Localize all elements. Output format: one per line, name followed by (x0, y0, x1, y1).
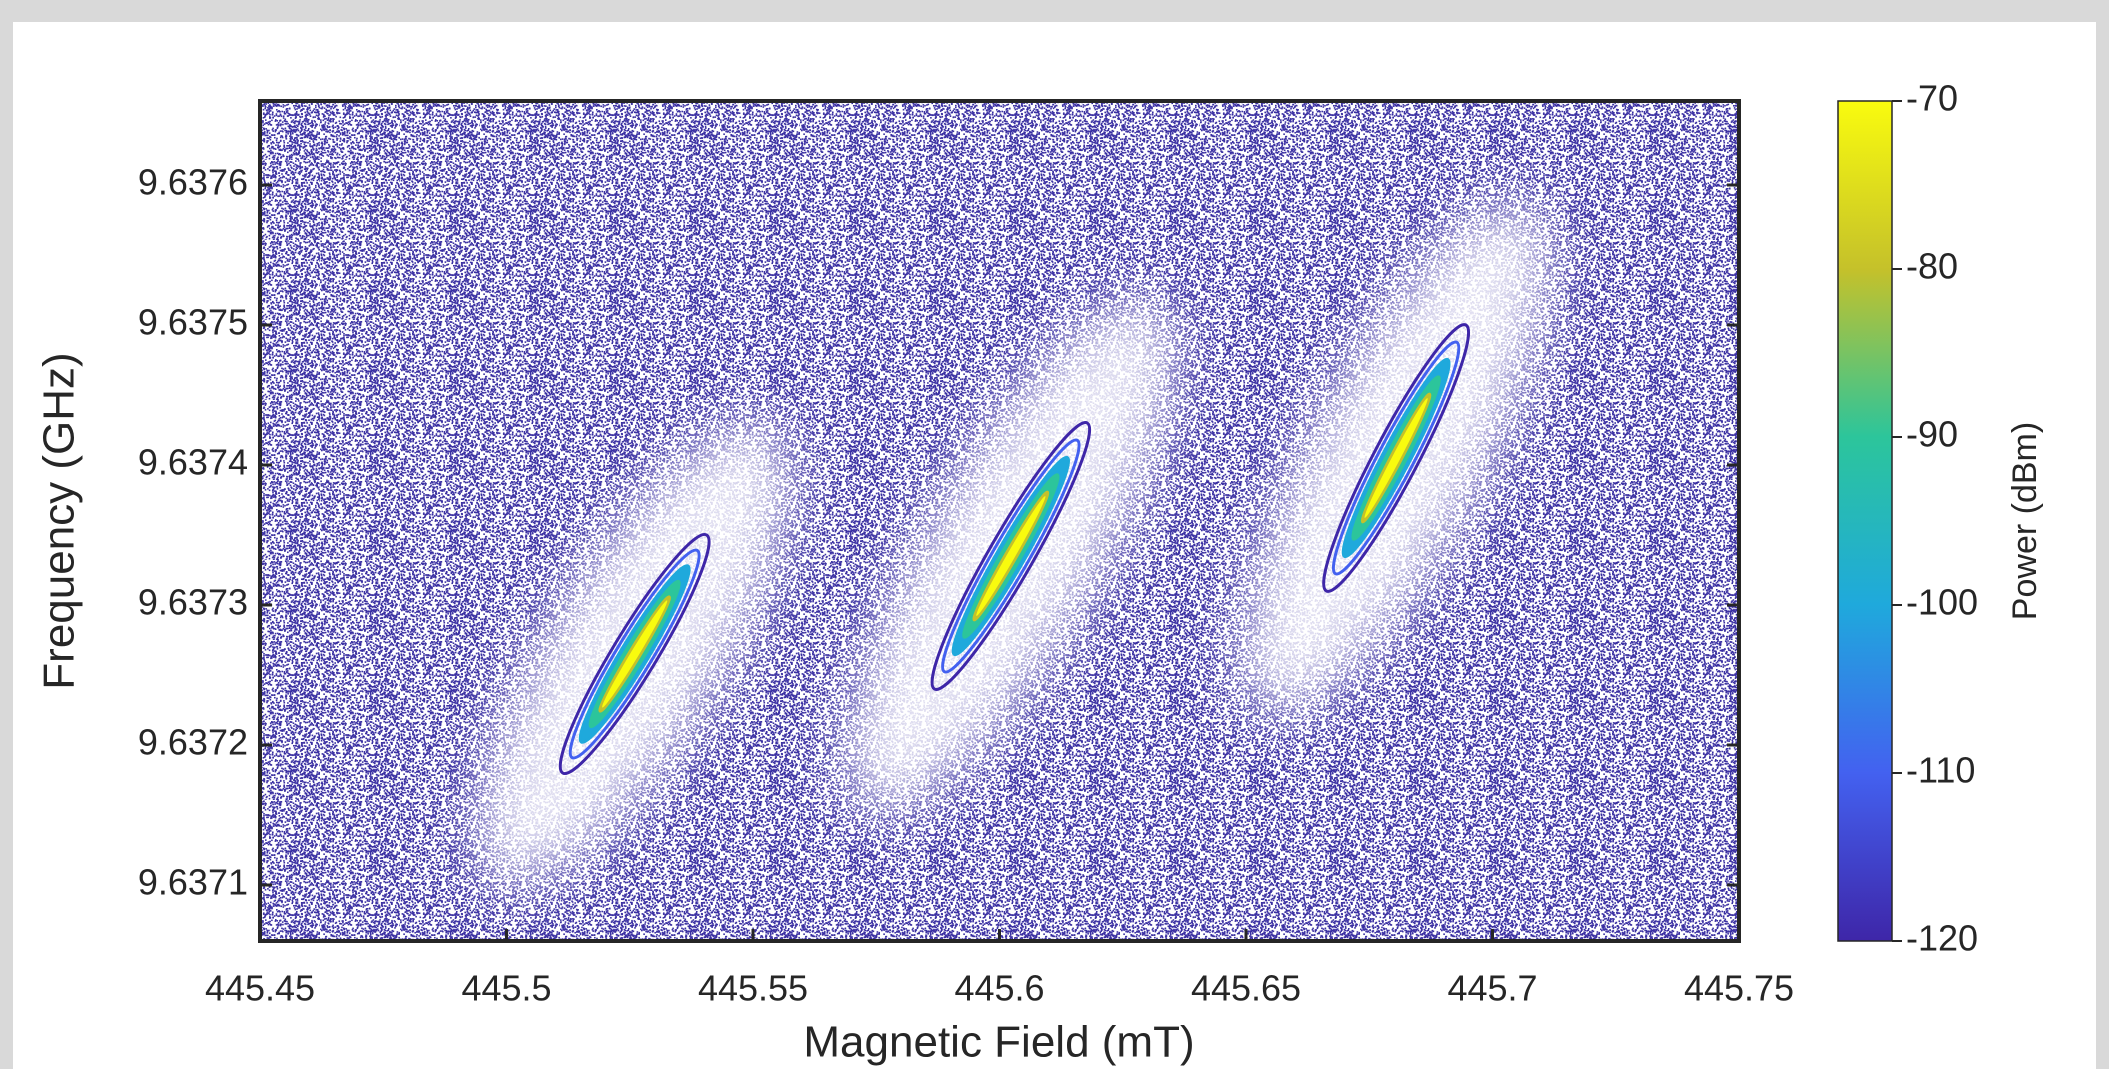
x-tick-label: 445.5 (461, 968, 551, 1009)
x-tick-label: 445.55 (698, 968, 808, 1009)
contour (558, 532, 711, 776)
y-tick-label: 9.6371 (138, 862, 248, 903)
x-tick-label: 445.65 (1191, 968, 1301, 1009)
contour-core (976, 496, 1046, 616)
x-axis-label: Magnetic Field (mT) (803, 1018, 1194, 1067)
contour (941, 438, 1081, 674)
contour (568, 548, 701, 760)
colorbar-tick-label: -90 (1906, 414, 1958, 455)
contour-core (602, 600, 668, 708)
y-tick-label: 9.6373 (138, 582, 248, 623)
x-tick-label: 445.7 (1447, 968, 1537, 1009)
colorbar (1837, 100, 1893, 942)
x-tick-label: 445.75 (1684, 968, 1794, 1009)
contour (930, 421, 1092, 691)
colorbar-tick-label: -100 (1906, 582, 1978, 623)
y-tick-label: 9.6374 (138, 442, 248, 483)
colorbar-tick-label: -70 (1906, 78, 1958, 119)
colorbar-tick-label: -120 (1906, 918, 1978, 959)
contour-core (1364, 398, 1428, 518)
y-tick-label: 9.6375 (138, 302, 248, 343)
contour (1322, 323, 1471, 593)
colorbar-tick-label: -80 (1906, 246, 1958, 287)
colorbar-label: Power (dBm) (2006, 422, 2044, 620)
x-tick-label: 445.45 (205, 968, 315, 1009)
y-tick-label: 9.6372 (138, 722, 248, 763)
y-tick-label: 9.6376 (138, 162, 248, 203)
x-tick-label: 445.6 (954, 968, 1044, 1009)
contour (1331, 340, 1461, 576)
colorbar-tick-label: -110 (1906, 750, 1975, 791)
y-axis-label: Frequency (GHz) (35, 352, 84, 689)
